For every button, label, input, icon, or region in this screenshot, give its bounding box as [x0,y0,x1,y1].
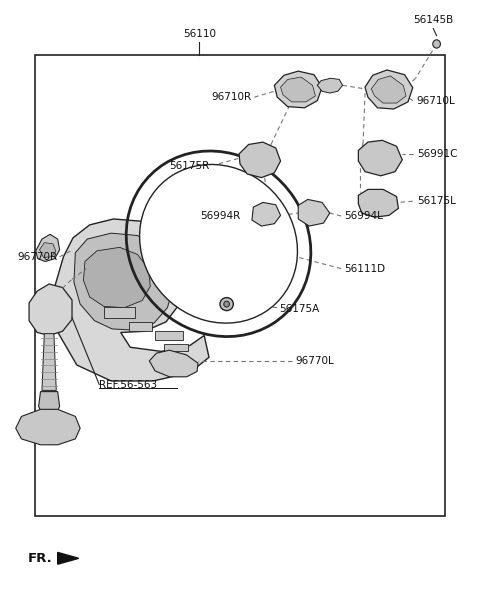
Ellipse shape [433,40,441,48]
Polygon shape [39,242,56,257]
Polygon shape [180,206,252,271]
FancyBboxPatch shape [129,323,152,331]
FancyBboxPatch shape [155,331,183,340]
Polygon shape [252,203,281,226]
Polygon shape [317,78,343,93]
Text: 56175R: 56175R [169,161,209,170]
Text: 56175L: 56175L [418,196,456,206]
Bar [35,55,445,516]
Text: 96770L: 96770L [295,356,334,366]
Polygon shape [281,77,315,102]
Text: 56145B: 56145B [413,15,454,25]
Polygon shape [84,247,150,308]
Polygon shape [365,70,413,109]
Polygon shape [275,71,322,108]
Text: 56175A: 56175A [279,304,319,314]
Polygon shape [359,140,402,176]
Ellipse shape [224,301,229,307]
Polygon shape [359,189,398,217]
Polygon shape [171,195,263,280]
FancyBboxPatch shape [104,307,135,318]
Text: 96710R: 96710R [212,92,252,102]
Polygon shape [74,233,174,330]
FancyBboxPatch shape [164,345,188,352]
Polygon shape [55,219,209,381]
Polygon shape [239,142,281,178]
Polygon shape [29,284,72,336]
Text: 56994L: 56994L [344,211,383,221]
Polygon shape [42,334,56,390]
Text: 56110: 56110 [183,29,216,39]
Ellipse shape [140,165,298,323]
Polygon shape [38,391,60,414]
Text: FR.: FR. [28,552,52,565]
Polygon shape [16,409,80,445]
Polygon shape [36,234,60,261]
Text: 96770R: 96770R [18,252,58,262]
Text: REF.56-563: REF.56-563 [99,380,157,390]
Ellipse shape [220,298,233,311]
Polygon shape [371,76,406,103]
Text: 56991C: 56991C [418,149,458,159]
Polygon shape [149,350,198,377]
Polygon shape [58,552,79,564]
Text: 96710L: 96710L [417,96,456,106]
Polygon shape [298,200,330,226]
Text: 56994R: 56994R [200,211,240,221]
Text: 56111D: 56111D [344,264,385,274]
